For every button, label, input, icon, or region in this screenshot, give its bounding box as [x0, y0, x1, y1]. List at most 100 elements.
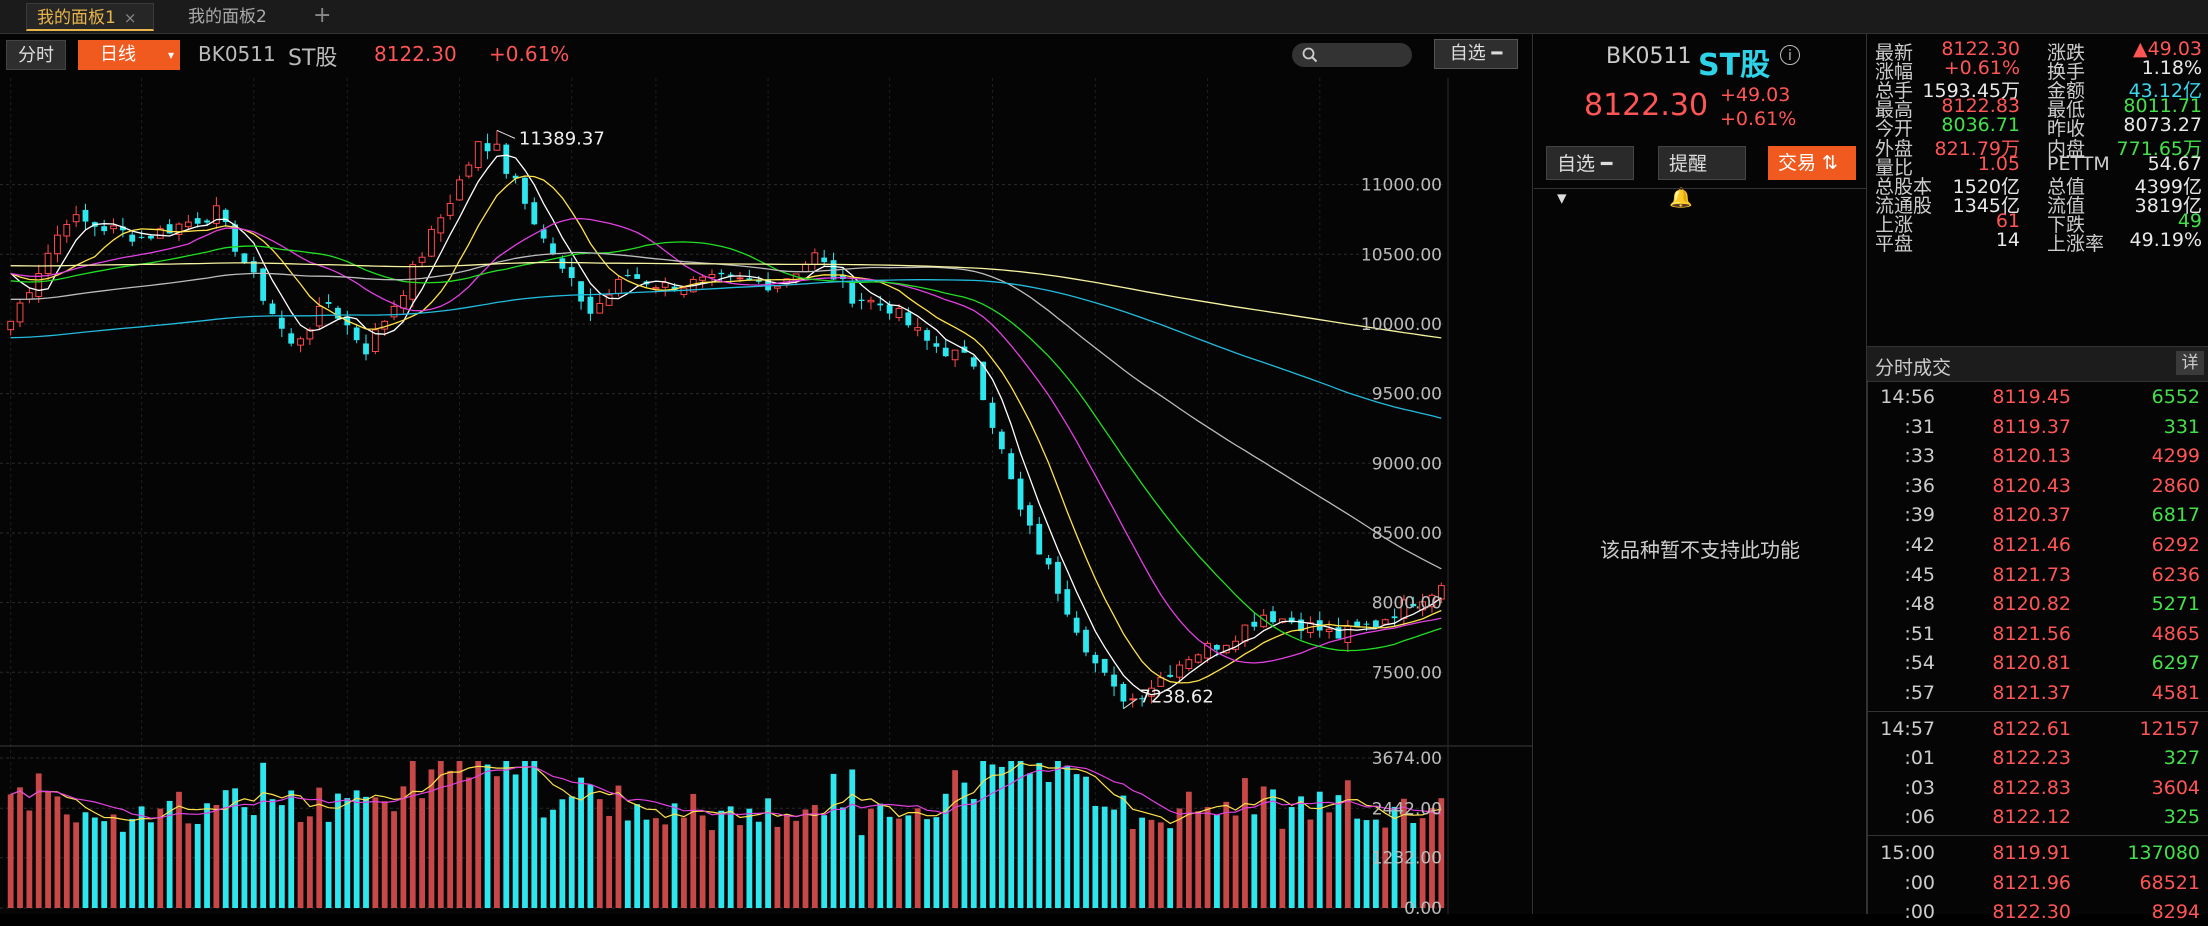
candle: [1270, 611, 1276, 623]
trade-price: 8120.37: [1992, 504, 2071, 527]
volume-bar: [325, 821, 332, 908]
quote-value: 49: [2177, 209, 2202, 232]
detail-button[interactable]: 详: [2176, 351, 2204, 375]
candle: [718, 272, 725, 275]
candle: [72, 214, 80, 223]
candle: [465, 164, 473, 177]
trade-price: 8120.82: [1992, 593, 2071, 616]
volume-bar: [1298, 796, 1304, 908]
trade-time: :45: [1904, 563, 1935, 586]
volume-bar: [17, 787, 23, 908]
candle: [877, 303, 884, 306]
divider: [1867, 835, 2208, 836]
candle: [933, 343, 940, 347]
trade-price: 8121.73: [1992, 563, 2071, 586]
candle: [680, 287, 688, 296]
candle: [1391, 616, 1398, 619]
trade-row: :51 8121.56 4865: [1867, 621, 2208, 648]
trade-price: 8121.96: [1992, 871, 2071, 894]
candle: [989, 402, 996, 428]
volume-bar: [1055, 761, 1061, 908]
trade-price: 8119.45: [1992, 386, 2071, 408]
panel-stock-name: ST股: [1698, 48, 1771, 83]
trade-row: 14:56 8119.45 6552: [1867, 384, 2208, 411]
info-icon[interactable]: i: [1780, 45, 1800, 65]
add-tab-icon[interactable]: +: [313, 3, 332, 28]
quote-label: 金额: [2047, 80, 2086, 103]
volume-bar: [185, 823, 192, 908]
trade-volume: 5271: [2151, 593, 2200, 616]
volume-bar: [1120, 795, 1127, 908]
volume-bar: [316, 787, 323, 908]
volume-bar: [727, 806, 734, 908]
search-input[interactable]: [1292, 43, 1412, 67]
fenshi-button[interactable]: 分时: [6, 40, 66, 70]
candle: [998, 431, 1005, 450]
tab-panel-2[interactable]: 我的面板2: [178, 3, 298, 31]
rixian-button[interactable]: 日线 ▾: [78, 40, 180, 70]
close-icon[interactable]: ×: [123, 9, 137, 27]
trade-volume: 6552: [2151, 386, 2200, 408]
volume-bar: [344, 798, 351, 908]
volume-bar: [952, 770, 958, 908]
zixuan-button[interactable]: 自选 ━: [1434, 39, 1518, 69]
tab-panel-1[interactable]: 我的面板1 ×: [26, 3, 154, 31]
candle: [54, 234, 61, 255]
candle: [474, 141, 482, 169]
volume-bar: [755, 821, 762, 908]
volume-bar: [989, 764, 996, 908]
trade-time: :00: [1904, 901, 1935, 924]
candle: [297, 338, 304, 346]
chevron-down-icon[interactable]: ▾: [167, 48, 174, 62]
trade-price: 8120.43: [1992, 474, 2071, 497]
trade-row: :00 8122.30 8294: [1867, 899, 2208, 926]
volume-bar: [961, 782, 968, 908]
volume-bar: [709, 830, 715, 908]
candle: [1298, 619, 1304, 632]
candle: [568, 267, 575, 278]
quote-label: 最高: [1875, 99, 1914, 122]
alert-button[interactable]: 提醒 🔔: [1658, 146, 1746, 209]
candle: [1372, 620, 1379, 628]
trade-row: :31 8119.37 331: [1867, 414, 2208, 441]
candle: [400, 295, 407, 309]
trade-price: 8119.91: [1992, 842, 2071, 864]
tab-panel-2-label: 我的面板2: [188, 7, 267, 27]
volume-bar: [26, 810, 33, 908]
kline-chart[interactable]: 11000.00 10500.00 10000.00 9500.00 9000.00 85…: [0, 78, 1532, 914]
trade-time: :42: [1904, 534, 1935, 556]
volume-axis-label: 1232.00: [1372, 849, 1442, 869]
volume-bar: [1036, 762, 1043, 908]
volume-bar: [924, 819, 930, 908]
volume-bar: [260, 762, 267, 908]
trade-button[interactable]: 交易 ⇅: [1768, 146, 1856, 180]
volume-bar: [522, 761, 528, 908]
volume-bar: [606, 815, 613, 908]
candle: [1288, 617, 1295, 623]
quote-label: 流值: [2047, 194, 2086, 217]
candle: [1325, 628, 1333, 633]
volume-bar: [1401, 798, 1407, 908]
panel-zixuan-button[interactable]: 自选 ━ ▾: [1546, 146, 1634, 209]
quote-row: 外盘 821.79万 内盘 771.65万: [1867, 134, 2208, 160]
low-marker: [1123, 698, 1138, 710]
quote-value: 8122.30: [1941, 38, 2020, 60]
volume-bar: [681, 817, 687, 908]
volume-bar: [998, 766, 1005, 908]
quote-label: 流通股: [1875, 194, 1933, 217]
ma-line-ma60: [10, 251, 1442, 570]
candle: [980, 361, 987, 401]
chart-toolbar: 分时 日线 ▾ BK0511 ST股 8122.30 +0.61% 自选 ━: [0, 34, 1532, 78]
candle: [1251, 621, 1258, 627]
candle: [456, 179, 463, 201]
volume-bar: [447, 770, 454, 908]
quote-value: 43.12亿: [2128, 80, 2202, 103]
volume-bar: [914, 808, 921, 908]
price-axis-label: 10500.00: [1361, 245, 1442, 265]
candle: [371, 329, 379, 353]
volume-bar: [671, 803, 678, 908]
volume-bar: [1092, 805, 1099, 908]
volume-bar: [138, 806, 145, 908]
trade-row: 15:00 8119.91 137080: [1867, 840, 2208, 867]
volume-bar: [1429, 807, 1435, 908]
